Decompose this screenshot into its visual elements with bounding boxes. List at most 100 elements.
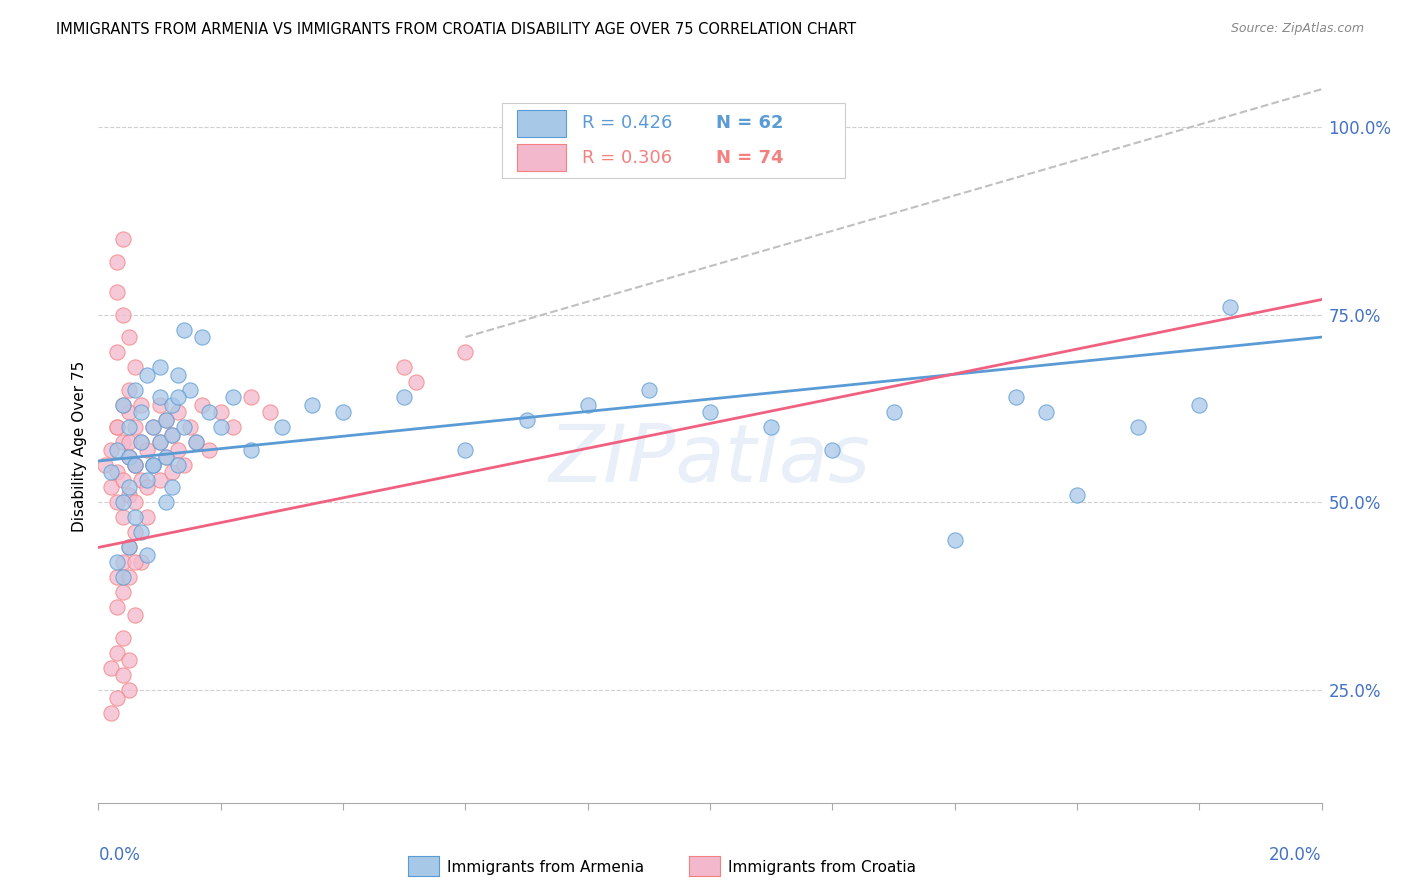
Point (821, 442, 844, 457)
Point (124, 420, 146, 434)
Text: N = 62: N = 62 (716, 114, 783, 132)
Point (155, 450, 177, 465)
Point (105, 285, 128, 299)
Point (1128, 420, 1150, 434)
Point (129, 525, 152, 540)
Point (222, 420, 245, 434)
Point (118, 405, 141, 419)
Point (160, 398, 183, 412)
Point (240, 390, 263, 404)
Point (167, 368, 190, 382)
Point (1188, 398, 1211, 412)
Point (100, 442, 122, 457)
Text: 0.0%: 0.0% (98, 846, 141, 863)
Point (111, 435, 134, 450)
Point (637, 383, 661, 397)
Point (129, 556, 152, 570)
Point (142, 458, 165, 472)
Point (1219, 300, 1241, 314)
Point (149, 398, 172, 412)
Point (100, 480, 122, 494)
Point (209, 405, 232, 419)
Point (105, 495, 128, 509)
Text: 20.0%: 20.0% (1270, 846, 1322, 863)
Point (167, 442, 190, 457)
Point (173, 420, 195, 434)
Point (129, 398, 152, 412)
Point (136, 510, 159, 524)
Point (149, 360, 172, 375)
Point (576, 398, 599, 412)
Point (118, 330, 141, 344)
Point (142, 458, 165, 472)
Point (160, 427, 183, 442)
Point (129, 435, 152, 450)
Text: R = 0.426: R = 0.426 (582, 114, 672, 132)
Point (149, 435, 172, 450)
Point (105, 556, 128, 570)
Point (100, 465, 122, 479)
Point (111, 668, 134, 682)
Point (111, 398, 134, 412)
Point (93, 458, 115, 472)
Bar (517, 110, 565, 137)
Point (118, 450, 141, 465)
Point (105, 600, 128, 615)
Point (118, 488, 141, 502)
Point (118, 450, 141, 465)
Point (240, 442, 263, 457)
Point (1004, 390, 1026, 404)
Point (173, 458, 195, 472)
Point (124, 525, 146, 540)
Point (209, 420, 232, 434)
Point (118, 683, 141, 698)
Point (105, 255, 128, 269)
Point (111, 495, 134, 509)
Point (191, 398, 214, 412)
Point (392, 360, 416, 375)
Point (179, 383, 201, 397)
Point (129, 405, 152, 419)
Point (392, 390, 416, 404)
Point (111, 308, 134, 322)
Point (118, 383, 141, 397)
Text: IMMIGRANTS FROM ARMENIA VS IMMIGRANTS FROM CROATIA DISABILITY AGE OVER 75 CORREL: IMMIGRANTS FROM ARMENIA VS IMMIGRANTS FR… (56, 22, 856, 37)
Point (105, 420, 128, 434)
Y-axis label: Disability Age Over 75: Disability Age Over 75 (72, 360, 87, 532)
Point (454, 442, 477, 457)
Point (124, 495, 146, 509)
Text: N = 74: N = 74 (716, 149, 783, 167)
Point (100, 660, 122, 674)
FancyBboxPatch shape (502, 103, 845, 178)
Point (136, 548, 159, 562)
Point (301, 398, 323, 412)
Point (197, 442, 219, 457)
Point (516, 413, 538, 427)
Point (124, 510, 146, 524)
Point (118, 435, 141, 450)
Text: Immigrants from Armenia: Immigrants from Armenia (447, 860, 644, 874)
Point (943, 533, 966, 547)
Point (118, 541, 141, 555)
Point (699, 405, 721, 419)
Point (454, 345, 477, 359)
Point (105, 690, 128, 705)
Point (167, 390, 190, 404)
Point (186, 435, 208, 450)
Text: Immigrants from Croatia: Immigrants from Croatia (728, 860, 917, 874)
Point (105, 345, 128, 359)
Point (111, 232, 134, 246)
Point (149, 390, 172, 404)
Point (1035, 405, 1057, 419)
Point (160, 427, 183, 442)
Point (136, 480, 159, 494)
Point (332, 405, 354, 419)
Point (124, 458, 146, 472)
Point (155, 450, 177, 465)
Point (100, 706, 122, 720)
Point (124, 360, 146, 375)
Point (155, 413, 177, 427)
Point (111, 570, 134, 584)
Point (136, 473, 159, 487)
Point (129, 435, 152, 450)
